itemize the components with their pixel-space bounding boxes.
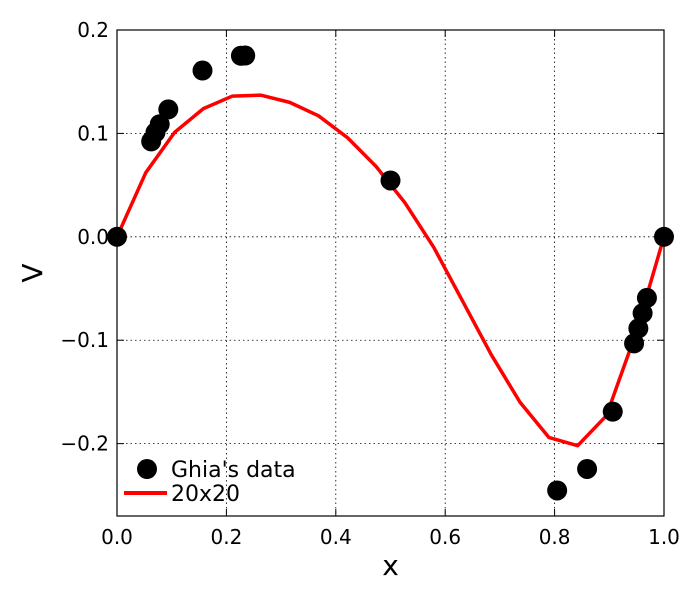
legend: Ghia's data 20x20 [124, 458, 296, 507]
ghia-data-point [602, 401, 623, 422]
plot-frame [116, 29, 665, 517]
ghia-data-point [380, 170, 401, 191]
ghia-data-point [235, 45, 256, 66]
ghia-data-point [192, 60, 213, 81]
x-tick-label: 0.6 [429, 525, 461, 549]
x-tick-label: 0.8 [539, 525, 571, 549]
ghia-data-point [547, 480, 568, 501]
ghia-data-point [158, 99, 179, 120]
x-tick-label: 1.0 [648, 525, 680, 549]
y-tick-label: −0.2 [60, 432, 109, 456]
plot-area [107, 45, 674, 501]
grid [117, 30, 664, 516]
ghia-data-point [632, 303, 653, 324]
y-tick-label: 0.1 [77, 121, 109, 145]
plot-background [117, 30, 664, 516]
x-tick-label: 0.0 [101, 525, 133, 549]
x-tick-label: 0.4 [320, 525, 352, 549]
ghia-data-point [624, 333, 645, 354]
legend-label-ghia: Ghia's data [171, 458, 296, 483]
x-axis-label: x [382, 549, 399, 582]
x-tick-label: 0.2 [210, 525, 242, 549]
y-tick-label: −0.1 [60, 328, 109, 352]
ghia-data-point [577, 458, 598, 479]
y-tick-label: 0.2 [77, 18, 109, 42]
y-axis-label: V [16, 263, 49, 282]
ghia-data-point [636, 287, 657, 308]
legend-label-20x20: 20x20 [171, 482, 240, 507]
y-tick-label: 0.0 [77, 225, 109, 249]
ghia-data-point [628, 318, 649, 339]
ticks: 0.0 0.2 0.4 0.6 0.8 1.0 0.2 0.1 0.0 −0.1 −0.2 [60, 18, 679, 549]
ghia-data-point [149, 114, 170, 135]
legend-marker-ghia [137, 459, 157, 479]
